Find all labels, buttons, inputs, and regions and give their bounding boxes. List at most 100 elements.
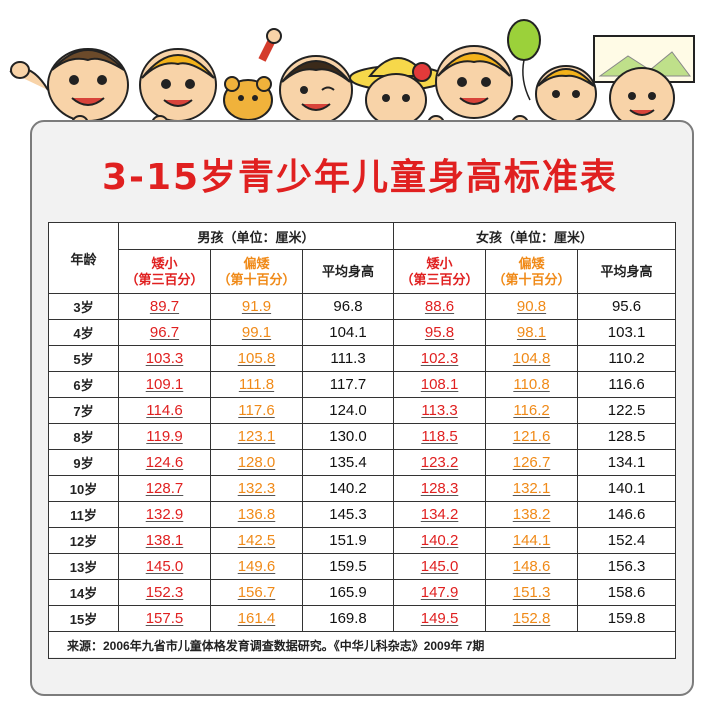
age-cell: 8岁: [48, 423, 119, 450]
height-standard-table: 年龄 男孩（单位：厘米） 女孩（单位：厘米） 矮小 （第三百分） 偏矮 （第十百…: [47, 222, 677, 659]
girls-short-cell: 140.2: [393, 527, 487, 554]
table-row: 11岁 132.9 136.8 145.3 134.2 138.2 146.6: [48, 501, 677, 528]
girls-avg-cell: 122.5: [577, 397, 677, 424]
header-boys: 男孩（单位：厘米）: [117, 222, 395, 250]
boys-avg-cell: 169.8: [301, 605, 395, 632]
girls-low-cell: 151.3: [485, 579, 579, 606]
boys-short-cell: 138.1: [118, 527, 211, 554]
girls-low-cell: 116.2: [485, 397, 579, 424]
girls-short-cell: 128.3: [393, 475, 487, 502]
boys-short-cell: 157.5: [118, 605, 211, 632]
boys-low-cell: 128.0: [210, 449, 303, 476]
table-row: 4岁 96.7 99.1 104.1 95.8 98.1 103.1: [48, 319, 677, 346]
header-low-label: 偏矮: [518, 255, 545, 271]
girls-short-cell: 88.6: [393, 293, 487, 320]
boys-short-cell: 96.7: [118, 319, 211, 346]
boys-avg-cell: 104.1: [301, 319, 395, 346]
girls-avg-cell: 116.6: [577, 371, 677, 398]
boys-avg-cell: 96.8: [301, 293, 395, 320]
table-row: 13岁 145.0 149.6 159.5 145.0 148.6 156.3: [48, 553, 677, 580]
girls-low-cell: 126.7: [485, 449, 579, 476]
age-cell: 7岁: [48, 397, 119, 424]
girls-avg-cell: 158.6: [577, 579, 677, 606]
table-row: 12岁 138.1 142.5 151.9 140.2 144.1 152.4: [48, 527, 677, 554]
age-cell: 11岁: [48, 501, 119, 528]
girls-low-cell: 132.1: [485, 475, 579, 502]
boys-avg-cell: 111.3: [301, 345, 395, 372]
height-standard-table-container: 年龄 男孩（单位：厘米） 女孩（单位：厘米） 矮小 （第三百分） 偏矮 （第十百…: [47, 222, 677, 659]
girls-low-cell: 144.1: [485, 527, 579, 554]
age-cell: 15岁: [48, 605, 119, 632]
source-note: 来源：2006年九省市儿童体格发育调查数据研究。《中华儿科杂志》2009年 7期: [47, 631, 677, 659]
table-body: 3岁 89.7 91.9 96.8 88.6 90.8 95.6 4岁 96.7 99.1 104.…: [48, 293, 677, 632]
boys-low-cell: 149.6: [210, 553, 303, 580]
header-girls-avg: 平均身高: [577, 249, 677, 294]
girls-avg-cell: 152.4: [577, 527, 677, 554]
table-row: 6岁 109.1 111.8 117.7 108.1 110.8 116.6: [48, 371, 677, 398]
cartoon-kids-illustration: [0, 0, 721, 133]
girls-short-cell: 102.3: [393, 345, 487, 372]
girls-short-cell: 147.9: [393, 579, 487, 606]
girls-short-cell: 118.5: [393, 423, 487, 450]
boys-low-cell: 111.8: [210, 371, 303, 398]
girls-short-cell: 113.3: [393, 397, 487, 424]
boys-avg-cell: 124.0: [301, 397, 395, 424]
header-short-pct: （第三百分）: [400, 271, 479, 287]
header-short-label: 矮小: [151, 255, 178, 271]
header-girls-short: 矮小 （第三百分）: [393, 249, 487, 294]
kids-drawing: [9, 19, 695, 133]
boys-short-cell: 128.7: [118, 475, 211, 502]
boys-avg-cell: 145.3: [301, 501, 395, 528]
boys-low-cell: 91.9: [210, 293, 303, 320]
boys-avg-cell: 130.0: [301, 423, 395, 450]
girls-low-cell: 138.2: [485, 501, 579, 528]
age-cell: 9岁: [48, 449, 119, 476]
girls-avg-cell: 134.1: [577, 449, 677, 476]
age-cell: 5岁: [48, 345, 119, 372]
table-row: 7岁 114.6 117.6 124.0 113.3 116.2 122.5: [48, 397, 677, 424]
boys-short-cell: 109.1: [118, 371, 211, 398]
girls-avg-cell: 103.1: [577, 319, 677, 346]
header-low-label: 偏矮: [243, 255, 270, 271]
girls-low-cell: 98.1: [485, 319, 579, 346]
boys-avg-cell: 159.5: [301, 553, 395, 580]
girls-short-cell: 123.2: [393, 449, 487, 476]
age-cell: 12岁: [48, 527, 119, 554]
boys-low-cell: 132.3: [210, 475, 303, 502]
boys-low-cell: 123.1: [210, 423, 303, 450]
boys-short-cell: 119.9: [118, 423, 211, 450]
boys-avg-cell: 151.9: [301, 527, 395, 554]
age-cell: 4岁: [48, 319, 119, 346]
girls-low-cell: 110.8: [485, 371, 579, 398]
age-cell: 3岁: [48, 293, 119, 320]
header-low-pct: （第十百分）: [492, 271, 571, 287]
table-row: 9岁 124.6 128.0 135.4 123.2 126.7 134.1: [48, 449, 677, 476]
boys-short-cell: 124.6: [118, 449, 211, 476]
boys-short-cell: 132.9: [118, 501, 211, 528]
girls-avg-cell: 140.1: [577, 475, 677, 502]
header-boys-short: 矮小 （第三百分）: [118, 249, 211, 294]
girls-avg-cell: 156.3: [577, 553, 677, 580]
boys-low-cell: 142.5: [210, 527, 303, 554]
boys-short-cell: 89.7: [118, 293, 211, 320]
age-cell: 10岁: [48, 475, 119, 502]
girls-short-cell: 108.1: [393, 371, 487, 398]
header-girls: 女孩（单位：厘米）: [393, 222, 677, 250]
boys-low-cell: 99.1: [210, 319, 303, 346]
girls-avg-cell: 95.6: [577, 293, 677, 320]
table-row: 14岁 152.3 156.7 165.9 147.9 151.3 158.6: [48, 579, 677, 606]
boys-low-cell: 136.8: [210, 501, 303, 528]
header-short-pct: （第三百分）: [125, 271, 204, 287]
header-boys-avg: 平均身高: [301, 249, 395, 294]
table-row: 10岁 128.7 132.3 140.2 128.3 132.1 140.1: [48, 475, 677, 502]
header-short-label: 矮小: [426, 255, 453, 271]
table-row: 3岁 89.7 91.9 96.8 88.6 90.8 95.6: [48, 293, 677, 320]
boys-short-cell: 152.3: [118, 579, 211, 606]
girls-short-cell: 95.8: [393, 319, 487, 346]
girls-avg-cell: 146.6: [577, 501, 677, 528]
boys-short-cell: 103.3: [118, 345, 211, 372]
girls-avg-cell: 110.2: [577, 345, 677, 372]
girls-low-cell: 104.8: [485, 345, 579, 372]
girls-low-cell: 152.8: [485, 605, 579, 632]
table-row: 15岁 157.5 161.4 169.8 149.5 152.8 159.8: [48, 605, 677, 632]
